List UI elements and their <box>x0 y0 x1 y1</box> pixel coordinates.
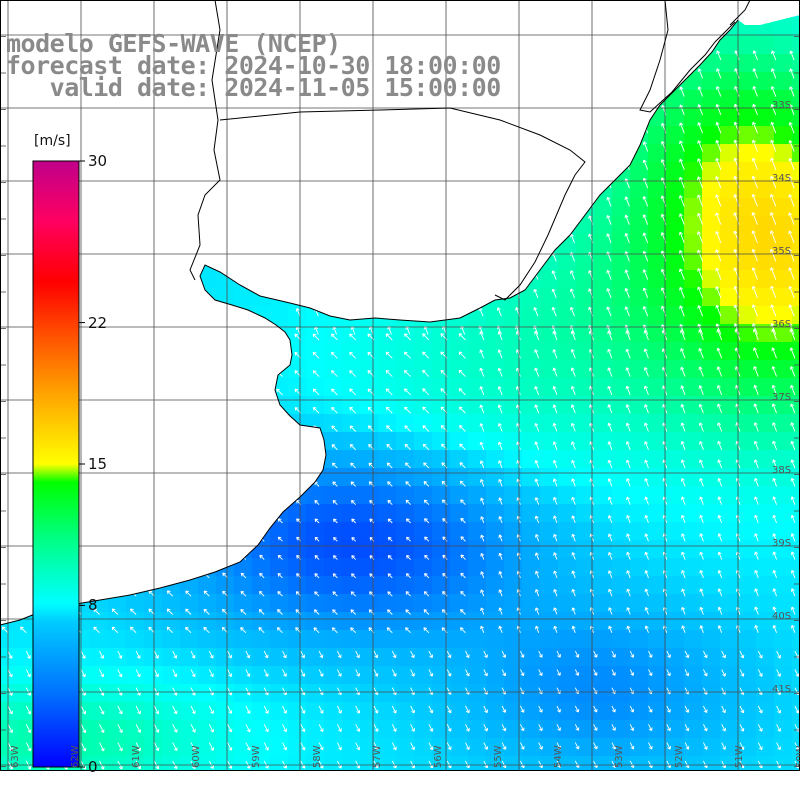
longitude-label: 59W <box>251 745 263 768</box>
colorbar-tick-label: 8 <box>88 596 98 615</box>
coastline <box>0 19 739 626</box>
colorbar <box>32 160 80 768</box>
latitude-label: 39S <box>772 538 792 549</box>
longitude-label: 56W <box>432 745 444 768</box>
longitude-label: 52W <box>673 745 685 768</box>
title-line-valid-date: valid date: 2024-11-05 15:00:00 <box>6 73 502 102</box>
longitude-label: 61W <box>130 745 142 768</box>
longitude-label: 55W <box>492 745 504 768</box>
longitude-label: 57W <box>372 745 384 768</box>
longitude-label: 51W <box>734 745 746 768</box>
latitude-label: 40S <box>772 611 792 622</box>
longitude-label: 58W <box>311 745 323 768</box>
longitude-label: 62W <box>70 745 82 768</box>
longitude-label: 60W <box>191 745 203 768</box>
longitude-label: 54W <box>553 745 565 768</box>
colorbar-tick-label: 15 <box>88 455 108 473</box>
latitude-label: 38S <box>772 465 792 476</box>
latitude-label: 41S <box>772 684 792 695</box>
title-line-forecast-date: forecast date: 2024-10-30 18:00:00 <box>6 51 501 80</box>
colorbar-tick-label: 0 <box>88 758 98 776</box>
latitude-label: 37S <box>772 392 792 403</box>
latitude-label: 36S <box>772 319 792 330</box>
title-line-model: modelo GEFS-WAVE (NCEP) <box>6 29 341 58</box>
latitude-label: 35S <box>772 246 792 257</box>
latitude-label: 34S <box>772 173 792 184</box>
colorbar-unit-label: [m/s] <box>34 133 71 149</box>
lat-lon-grid <box>0 0 800 770</box>
longitude-label: 53W <box>613 745 625 768</box>
colorbar-tick-label: 30 <box>88 152 108 170</box>
latitude-label: 33S <box>772 100 792 111</box>
longitude-label: 63W <box>10 745 21 768</box>
colorbar-ticks <box>79 160 85 768</box>
longitude-label: 50W <box>794 745 800 768</box>
lagoa-dos-patos-shore <box>639 0 751 113</box>
uruguay-border <box>189 0 586 301</box>
colorbar-tick-label: 22 <box>88 313 108 332</box>
